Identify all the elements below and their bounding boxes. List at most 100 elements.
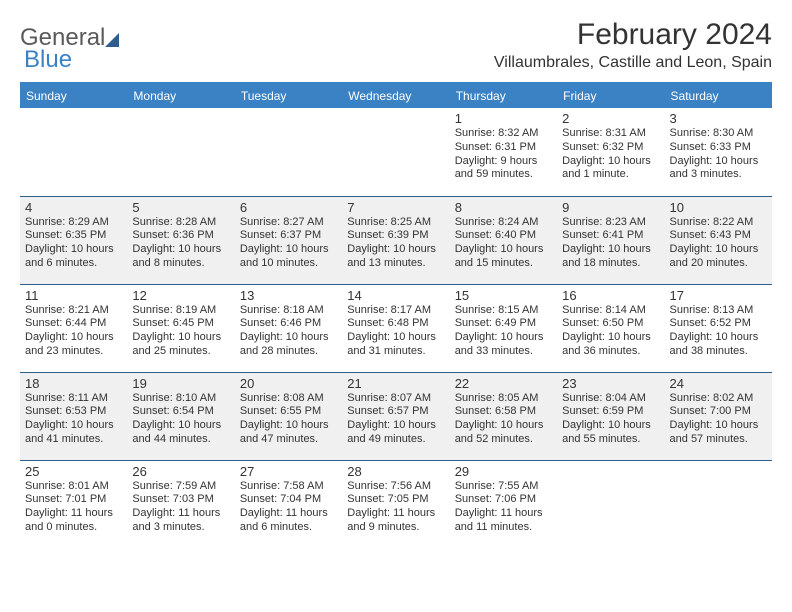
day-info: Sunrise: 8:28 AMSunset: 6:36 PMDaylight:… (132, 216, 229, 271)
day-info: Sunrise: 8:07 AMSunset: 6:57 PMDaylight:… (347, 392, 444, 447)
calendar-empty-cell (235, 108, 342, 196)
day-number: 22 (455, 376, 552, 391)
calendar-day-cell: 5Sunrise: 8:28 AMSunset: 6:36 PMDaylight… (127, 196, 234, 284)
sail-icon (105, 33, 119, 47)
calendar-week-row: 4Sunrise: 8:29 AMSunset: 6:35 PMDaylight… (20, 196, 772, 284)
calendar-week-row: 25Sunrise: 8:01 AMSunset: 7:01 PMDayligh… (20, 460, 772, 548)
day-number: 7 (347, 200, 444, 215)
day-info: Sunrise: 8:30 AMSunset: 6:33 PMDaylight:… (670, 127, 767, 182)
day-number: 3 (670, 111, 767, 126)
day-info: Sunrise: 8:29 AMSunset: 6:35 PMDaylight:… (25, 216, 122, 271)
calendar-day-cell: 6Sunrise: 8:27 AMSunset: 6:37 PMDaylight… (235, 196, 342, 284)
day-number: 16 (562, 288, 659, 303)
day-info: Sunrise: 8:31 AMSunset: 6:32 PMDaylight:… (562, 127, 659, 182)
calendar-day-cell: 16Sunrise: 8:14 AMSunset: 6:50 PMDayligh… (557, 284, 664, 372)
calendar-day-cell: 8Sunrise: 8:24 AMSunset: 6:40 PMDaylight… (450, 196, 557, 284)
day-info: Sunrise: 8:05 AMSunset: 6:58 PMDaylight:… (455, 392, 552, 447)
calendar-day-cell: 7Sunrise: 8:25 AMSunset: 6:39 PMDaylight… (342, 196, 449, 284)
calendar-day-cell: 10Sunrise: 8:22 AMSunset: 6:43 PMDayligh… (665, 196, 772, 284)
day-number: 5 (132, 200, 229, 215)
day-info: Sunrise: 7:58 AMSunset: 7:04 PMDaylight:… (240, 480, 337, 535)
calendar-day-cell: 22Sunrise: 8:05 AMSunset: 6:58 PMDayligh… (450, 372, 557, 460)
calendar-week-row: 11Sunrise: 8:21 AMSunset: 6:44 PMDayligh… (20, 284, 772, 372)
day-header-saturday: Saturday (665, 83, 772, 108)
calendar-day-cell: 14Sunrise: 8:17 AMSunset: 6:48 PMDayligh… (342, 284, 449, 372)
calendar-day-cell: 23Sunrise: 8:04 AMSunset: 6:59 PMDayligh… (557, 372, 664, 460)
day-header-sunday: Sunday (20, 83, 127, 108)
calendar-day-cell: 17Sunrise: 8:13 AMSunset: 6:52 PMDayligh… (665, 284, 772, 372)
day-number: 29 (455, 464, 552, 479)
title-block: February 2024 Villaumbrales, Castille an… (494, 18, 772, 72)
calendar-day-cell: 4Sunrise: 8:29 AMSunset: 6:35 PMDaylight… (20, 196, 127, 284)
calendar-empty-cell (665, 460, 772, 548)
day-number: 27 (240, 464, 337, 479)
day-number: 4 (25, 200, 122, 215)
day-info: Sunrise: 7:59 AMSunset: 7:03 PMDaylight:… (132, 480, 229, 535)
day-number: 23 (562, 376, 659, 391)
day-number: 17 (670, 288, 767, 303)
day-number: 19 (132, 376, 229, 391)
day-header-friday: Friday (557, 83, 664, 108)
day-number: 14 (347, 288, 444, 303)
calendar-day-cell: 24Sunrise: 8:02 AMSunset: 7:00 PMDayligh… (665, 372, 772, 460)
day-number: 9 (562, 200, 659, 215)
day-info: Sunrise: 8:08 AMSunset: 6:55 PMDaylight:… (240, 392, 337, 447)
day-number: 2 (562, 111, 659, 126)
day-number: 25 (25, 464, 122, 479)
calendar-day-cell: 12Sunrise: 8:19 AMSunset: 6:45 PMDayligh… (127, 284, 234, 372)
calendar-day-cell: 18Sunrise: 8:11 AMSunset: 6:53 PMDayligh… (20, 372, 127, 460)
day-number: 20 (240, 376, 337, 391)
day-number: 24 (670, 376, 767, 391)
day-info: Sunrise: 8:24 AMSunset: 6:40 PMDaylight:… (455, 216, 552, 271)
calendar-day-cell: 20Sunrise: 8:08 AMSunset: 6:55 PMDayligh… (235, 372, 342, 460)
day-info: Sunrise: 8:21 AMSunset: 6:44 PMDaylight:… (25, 304, 122, 359)
day-info: Sunrise: 8:14 AMSunset: 6:50 PMDaylight:… (562, 304, 659, 359)
day-info: Sunrise: 8:32 AMSunset: 6:31 PMDaylight:… (455, 127, 552, 182)
day-number: 6 (240, 200, 337, 215)
calendar-day-cell: 13Sunrise: 8:18 AMSunset: 6:46 PMDayligh… (235, 284, 342, 372)
day-number: 8 (455, 200, 552, 215)
day-info: Sunrise: 8:23 AMSunset: 6:41 PMDaylight:… (562, 216, 659, 271)
page-header: General February 2024 Villaumbrales, Cas… (20, 18, 772, 72)
calendar-day-cell: 29Sunrise: 7:55 AMSunset: 7:06 PMDayligh… (450, 460, 557, 548)
day-info: Sunrise: 8:01 AMSunset: 7:01 PMDaylight:… (25, 480, 122, 535)
calendar-day-cell: 28Sunrise: 7:56 AMSunset: 7:05 PMDayligh… (342, 460, 449, 548)
calendar-header-row: SundayMondayTuesdayWednesdayThursdayFrid… (20, 83, 772, 108)
day-info: Sunrise: 7:55 AMSunset: 7:06 PMDaylight:… (455, 480, 552, 535)
calendar-table: SundayMondayTuesdayWednesdayThursdayFrid… (20, 82, 772, 548)
day-info: Sunrise: 8:15 AMSunset: 6:49 PMDaylight:… (455, 304, 552, 359)
day-info: Sunrise: 8:19 AMSunset: 6:45 PMDaylight:… (132, 304, 229, 359)
day-number: 21 (347, 376, 444, 391)
calendar-day-cell: 15Sunrise: 8:15 AMSunset: 6:49 PMDayligh… (450, 284, 557, 372)
calendar-empty-cell (20, 108, 127, 196)
calendar-week-row: 18Sunrise: 8:11 AMSunset: 6:53 PMDayligh… (20, 372, 772, 460)
day-info: Sunrise: 8:17 AMSunset: 6:48 PMDaylight:… (347, 304, 444, 359)
calendar-day-cell: 9Sunrise: 8:23 AMSunset: 6:41 PMDaylight… (557, 196, 664, 284)
month-title: February 2024 (494, 18, 772, 52)
day-info: Sunrise: 8:02 AMSunset: 7:00 PMDaylight:… (670, 392, 767, 447)
calendar-day-cell: 19Sunrise: 8:10 AMSunset: 6:54 PMDayligh… (127, 372, 234, 460)
day-header-monday: Monday (127, 83, 234, 108)
day-number: 12 (132, 288, 229, 303)
day-info: Sunrise: 8:04 AMSunset: 6:59 PMDaylight:… (562, 392, 659, 447)
day-info: Sunrise: 7:56 AMSunset: 7:05 PMDaylight:… (347, 480, 444, 535)
day-info: Sunrise: 8:10 AMSunset: 6:54 PMDaylight:… (132, 392, 229, 447)
day-number: 18 (25, 376, 122, 391)
calendar-empty-cell (557, 460, 664, 548)
day-info: Sunrise: 8:25 AMSunset: 6:39 PMDaylight:… (347, 216, 444, 271)
calendar-day-cell: 25Sunrise: 8:01 AMSunset: 7:01 PMDayligh… (20, 460, 127, 548)
day-number: 26 (132, 464, 229, 479)
day-info: Sunrise: 8:27 AMSunset: 6:37 PMDaylight:… (240, 216, 337, 271)
day-header-tuesday: Tuesday (235, 83, 342, 108)
day-number: 1 (455, 111, 552, 126)
day-header-wednesday: Wednesday (342, 83, 449, 108)
day-info: Sunrise: 8:13 AMSunset: 6:52 PMDaylight:… (670, 304, 767, 359)
calendar-empty-cell (127, 108, 234, 196)
calendar-day-cell: 2Sunrise: 8:31 AMSunset: 6:32 PMDaylight… (557, 108, 664, 196)
day-number: 11 (25, 288, 122, 303)
calendar-day-cell: 27Sunrise: 7:58 AMSunset: 7:04 PMDayligh… (235, 460, 342, 548)
day-info: Sunrise: 8:11 AMSunset: 6:53 PMDaylight:… (25, 392, 122, 447)
day-number: 13 (240, 288, 337, 303)
calendar-day-cell: 21Sunrise: 8:07 AMSunset: 6:57 PMDayligh… (342, 372, 449, 460)
calendar-week-row: 1Sunrise: 8:32 AMSunset: 6:31 PMDaylight… (20, 108, 772, 196)
